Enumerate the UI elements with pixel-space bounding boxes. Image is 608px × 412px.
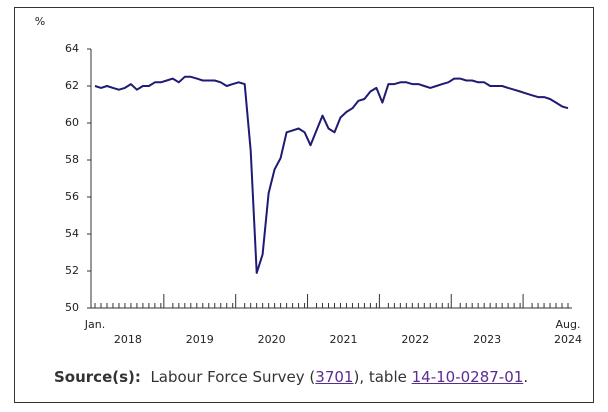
y-tick-label: 50 <box>65 301 79 314</box>
y-tick-label: 52 <box>65 264 79 277</box>
x-end-label: Aug. <box>556 318 581 331</box>
y-tick-label: 58 <box>65 153 79 166</box>
y-tick-label: 62 <box>65 79 79 92</box>
x-year-label: 2024 <box>554 333 582 346</box>
x-year-label: 2020 <box>258 333 286 346</box>
y-tick-label: 54 <box>65 227 79 240</box>
x-year-label: 2023 <box>473 333 501 346</box>
source-text: Labour Force Survey ( <box>150 368 316 386</box>
x-year-label: 2022 <box>401 333 429 346</box>
source-text: ), table <box>353 368 412 386</box>
source-text: . <box>523 368 529 386</box>
y-tick-label: 64 <box>65 42 79 55</box>
data-line <box>94 75 569 274</box>
y-axis-label: % <box>35 15 45 28</box>
chart-frame <box>14 7 594 403</box>
x-year-label: 2021 <box>329 333 357 346</box>
y-tick-label: 56 <box>65 190 79 203</box>
y-tick-label: 60 <box>65 116 79 129</box>
source-label: Source(s): <box>54 368 141 386</box>
source-link[interactable]: 14-10-0287-01 <box>411 368 524 386</box>
x-year-label: 2019 <box>186 333 214 346</box>
x-year-label: 2018 <box>114 333 142 346</box>
x-start-label: Jan. <box>84 318 105 331</box>
source-link[interactable]: 3701 <box>315 368 354 386</box>
source-line: Source(s): Labour Force Survey (3701), t… <box>54 368 528 386</box>
